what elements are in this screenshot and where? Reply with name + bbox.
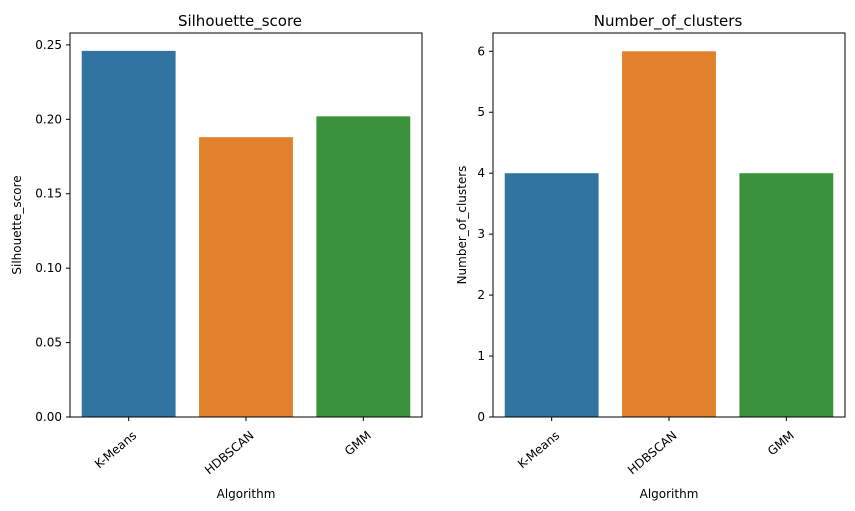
plot-frame xyxy=(492,32,846,418)
bar-gmm xyxy=(316,116,411,417)
bar-hdbscan xyxy=(622,51,716,418)
y-tick-label: 1 xyxy=(477,349,485,363)
bar-gmm xyxy=(739,173,834,417)
y-tick-label: 0.25 xyxy=(35,38,62,52)
chart-title: Silhouette_score xyxy=(178,12,302,31)
x-axis-label: Algorithm xyxy=(640,487,699,501)
y-tick-label: 5 xyxy=(477,105,485,119)
y-axis-label: Silhouette_score xyxy=(10,175,24,274)
x-tick-label: GMM xyxy=(765,428,797,458)
x-axis-ticks: K-Means HDBSCAN GMM xyxy=(515,417,797,477)
chart-title: Number_of_clusters xyxy=(594,12,743,31)
bar-k-means xyxy=(504,173,599,417)
x-tick-label: K-Means xyxy=(92,428,139,471)
y-tick-label: 0.20 xyxy=(35,112,62,126)
y-tick-label: 0 xyxy=(477,410,485,424)
bar-group xyxy=(81,50,411,418)
bar-k-means xyxy=(81,50,176,417)
y-tick-label: 0.05 xyxy=(35,336,62,350)
x-tick-label: K-Means xyxy=(515,428,562,471)
y-tick-label: 0.15 xyxy=(35,187,62,201)
y-axis-ticks: 0 1 2 3 4 5 6 xyxy=(477,44,493,424)
bar-group xyxy=(504,51,834,418)
x-axis-label: Algorithm xyxy=(217,487,276,501)
y-tick-label: 0.10 xyxy=(35,261,62,275)
y-tick-label: 0.00 xyxy=(35,410,62,424)
x-tick-label: GMM xyxy=(342,428,374,458)
number-of-clusters-chart: Number_of_clusters 0 1 2 3 4 5 6 K-Means HDBSCA… xyxy=(455,12,846,501)
y-axis-label: Number_of_clusters xyxy=(455,166,469,285)
y-tick-label: 4 xyxy=(477,166,485,180)
y-tick-label: 6 xyxy=(477,44,485,58)
x-tick-label: HDBSCAN xyxy=(202,428,257,477)
y-tick-label: 2 xyxy=(477,288,485,302)
y-tick-label: 3 xyxy=(477,227,485,241)
x-axis-ticks: K-Means HDBSCAN GMM xyxy=(92,417,374,477)
x-tick-label: HDBSCAN xyxy=(625,428,680,477)
silhouette-score-chart: Silhouette_score 0.00 0.05 0.10 0.15 0.20 0.2… xyxy=(10,12,423,501)
bar-hdbscan xyxy=(199,137,293,418)
plot-frame xyxy=(69,32,423,418)
y-axis-ticks: 0.00 0.05 0.10 0.15 0.20 0.25 xyxy=(35,38,70,424)
